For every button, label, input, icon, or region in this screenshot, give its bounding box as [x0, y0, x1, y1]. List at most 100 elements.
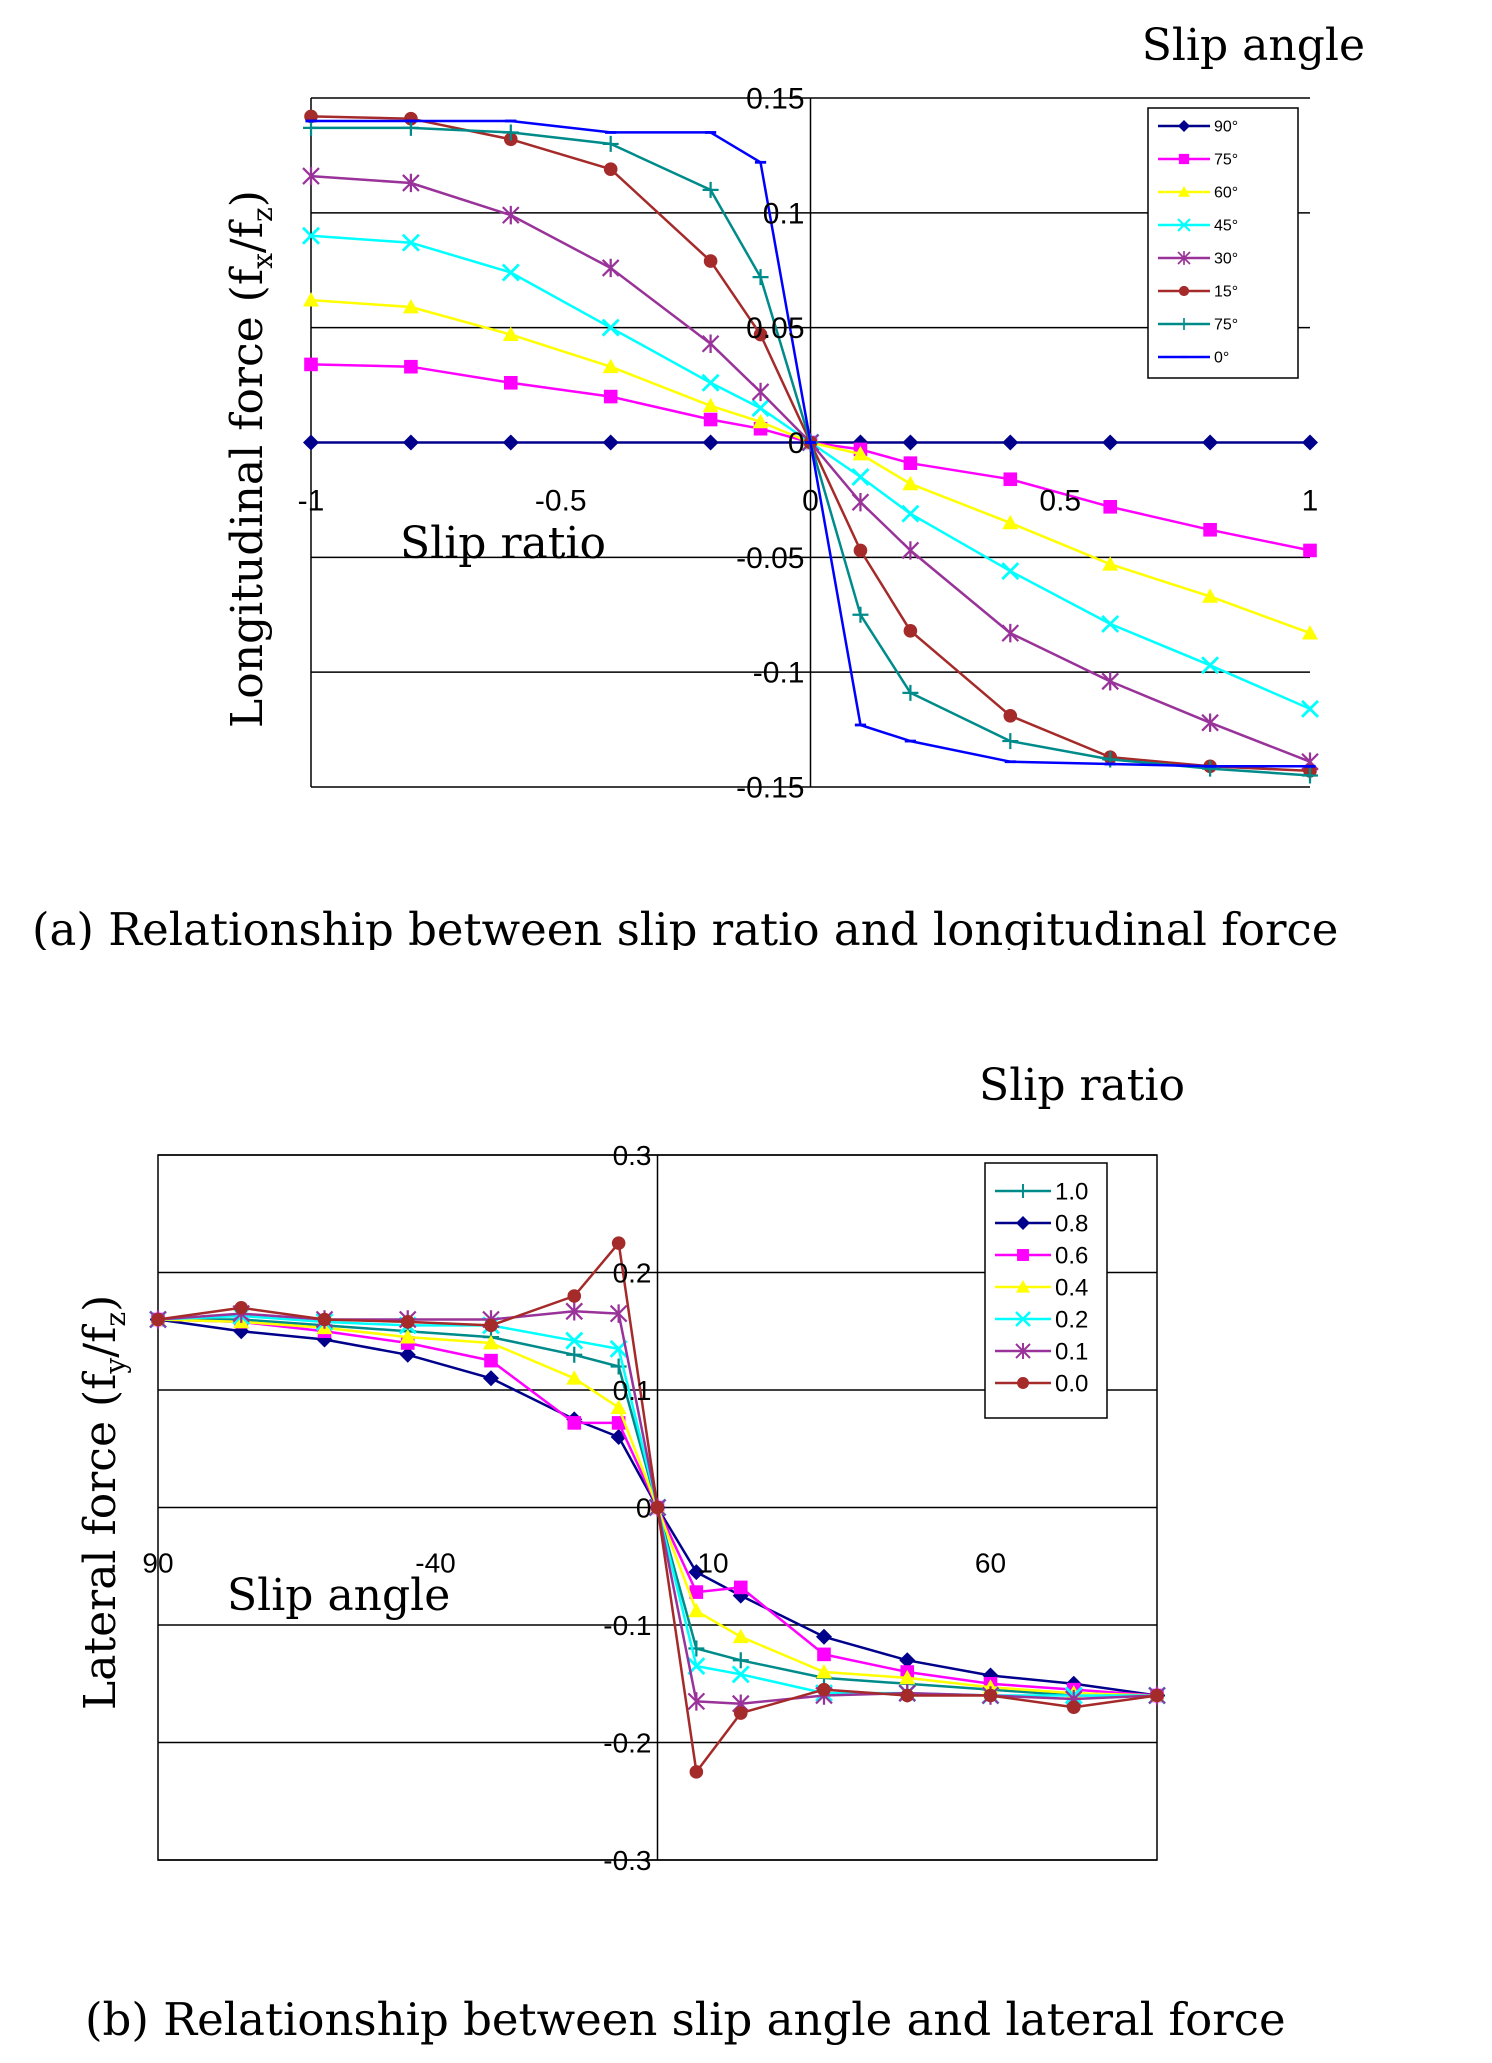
- data-point: [851, 467, 870, 486]
- chart-a-y-label-sub-x: x: [246, 253, 279, 269]
- data-point: [650, 1500, 665, 1515]
- data-point: [1202, 588, 1219, 603]
- series-0.0-6: [151, 1236, 1164, 1779]
- data-point: [602, 358, 619, 374]
- data-point: [484, 1318, 498, 1333]
- data-point: [1103, 500, 1117, 514]
- legend-label: 90°: [1214, 119, 1238, 136]
- chart-b-y-label-sub-z: z: [99, 1312, 132, 1327]
- legend-label: 30°: [1214, 251, 1238, 268]
- data-point: [401, 233, 420, 252]
- data-point: [402, 298, 419, 314]
- x-tick-label: 90: [142, 1548, 173, 1579]
- legend-entry: 0.1: [995, 1338, 1088, 1365]
- legend-entry: 0°: [1158, 350, 1229, 367]
- chart-a-legend: 90° 75° 60° 45° 30° 15° 75° 0°: [1147, 107, 1299, 379]
- legend-entry: 90°: [1158, 119, 1238, 136]
- data-point: [902, 434, 919, 451]
- data-point: [1101, 614, 1120, 633]
- y-tick-label: 0.15: [746, 83, 804, 116]
- data-point: [303, 292, 319, 307]
- chart-b-legend: 1.0 0.8 0.6 0.4 0.2 0.1 0.0: [984, 1162, 1108, 1419]
- data-point: [402, 434, 419, 451]
- data-point: [1002, 434, 1019, 451]
- data-point: [817, 1647, 831, 1662]
- data-point: [816, 1664, 832, 1679]
- chart-a-y-label-mid: /f: [222, 219, 273, 253]
- data-point: [899, 1652, 916, 1669]
- data-point: [753, 327, 768, 342]
- x-tick-label: 0: [802, 485, 819, 518]
- data-point: [234, 1300, 249, 1315]
- data-point: [1101, 672, 1119, 691]
- legend-entry: 0.0: [995, 1370, 1088, 1397]
- data-point: [502, 124, 519, 141]
- data-point: [1002, 514, 1019, 530]
- series-90-0: [303, 434, 1318, 451]
- legend-swatch-marker: [1178, 153, 1190, 165]
- legend-label: 75°: [1214, 317, 1238, 334]
- data-point: [851, 493, 870, 512]
- data-point: [702, 434, 719, 451]
- y-tick-label: -0.05: [736, 542, 804, 575]
- data-point: [1203, 522, 1217, 537]
- chart-b-y-label-end: ): [75, 1295, 126, 1312]
- legend-entry: 1.0: [995, 1178, 1088, 1205]
- data-point: [853, 543, 868, 558]
- data-point: [703, 254, 718, 268]
- legend-swatch-marker: [1016, 1216, 1030, 1230]
- data-point: [602, 434, 619, 451]
- data-point: [902, 475, 919, 491]
- data-point: [304, 357, 318, 372]
- y-tick-label: 0.1: [613, 1375, 652, 1406]
- y-tick-label: -0.2: [603, 1727, 651, 1758]
- x-tick-label: 60: [975, 1548, 1006, 1579]
- legend-label: 0.0: [1055, 1370, 1088, 1397]
- legend-swatch-marker: [1178, 186, 1190, 197]
- data-point: [567, 1416, 582, 1430]
- y-tick-label: -0.15: [736, 772, 804, 805]
- legend-swatch-marker: [1177, 218, 1191, 232]
- data-point: [602, 135, 619, 152]
- data-point: [303, 434, 319, 451]
- legend-entry: 0.4: [995, 1274, 1088, 1301]
- chart-b-gridlines: [157, 1154, 1158, 1861]
- data-point: [399, 1346, 416, 1363]
- data-point: [689, 1585, 704, 1599]
- data-point: [1302, 434, 1318, 451]
- data-point: [601, 258, 620, 278]
- data-point: [1001, 623, 1020, 643]
- data-point: [899, 1669, 916, 1685]
- x-tick-label: -0.5: [535, 485, 587, 518]
- data-point: [302, 226, 320, 245]
- legend-entry: 45°: [1158, 218, 1238, 235]
- data-point: [733, 1580, 748, 1595]
- data-point: [1302, 767, 1318, 784]
- chart-a-y-label-sub-z: z: [246, 207, 279, 222]
- data-point: [703, 412, 718, 427]
- data-point: [502, 434, 519, 451]
- chart-b-lateral-force: Slip ratio Slip angle Lateral force (fy/…: [75, 1060, 1286, 2046]
- x-tick-label: -40: [415, 1548, 455, 1579]
- data-point: [732, 1628, 749, 1644]
- chart-a-caption: (a) Relationship between slip ratio and …: [32, 903, 1338, 950]
- legend-entry: 75°: [1158, 317, 1238, 334]
- data-point: [702, 181, 719, 198]
- y-tick-label: 0: [636, 1492, 652, 1523]
- data-point: [731, 1665, 750, 1684]
- data-point: [484, 1353, 498, 1368]
- data-point: [903, 624, 918, 638]
- x-tick-label: -1: [298, 485, 325, 518]
- chart-b-y-label-mid: /f: [75, 1324, 126, 1358]
- data-point: [611, 1236, 626, 1250]
- data-point: [689, 1765, 704, 1779]
- data-point: [687, 1692, 706, 1711]
- data-point: [701, 373, 720, 392]
- data-point: [610, 1399, 627, 1415]
- chart-b-y-label-main: Lateral force (f: [75, 1371, 126, 1710]
- data-point: [732, 1652, 749, 1669]
- data-point: [567, 1289, 582, 1303]
- data-point: [701, 334, 720, 353]
- data-point: [1003, 472, 1018, 487]
- y-tick-label: 0.1: [763, 197, 805, 230]
